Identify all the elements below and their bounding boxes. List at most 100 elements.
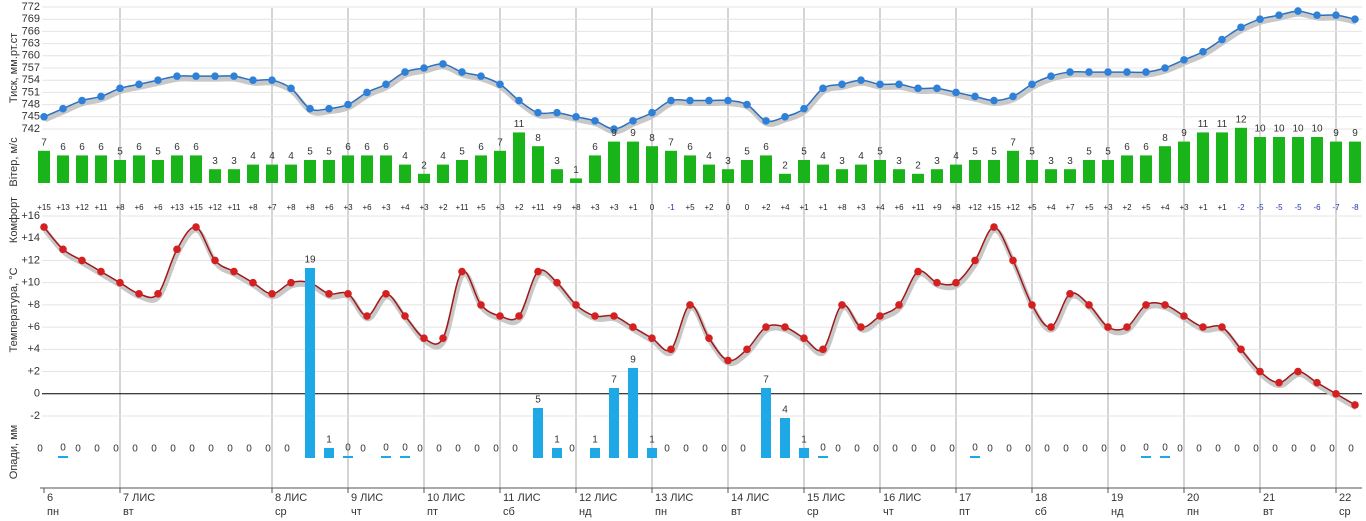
- comfort-value: -7: [1332, 203, 1340, 212]
- comfort-value: +6: [362, 203, 372, 212]
- value-label: 19: [304, 255, 316, 266]
- point: [914, 267, 922, 276]
- point: [686, 96, 694, 105]
- value-label: 0: [1044, 444, 1050, 455]
- value-label: 3: [1067, 156, 1073, 167]
- value-label: 0: [360, 444, 366, 455]
- point: [59, 104, 67, 113]
- value-label: 0: [265, 444, 271, 455]
- value-label: 0: [664, 444, 670, 455]
- comfort-value: +1: [1198, 203, 1208, 212]
- value-label: 0: [702, 444, 708, 455]
- bar: [798, 160, 810, 183]
- value-label: 0: [75, 444, 81, 455]
- bar: [627, 141, 639, 183]
- bar: [970, 456, 980, 458]
- value-label: 9: [1352, 128, 1358, 139]
- point: [306, 104, 314, 113]
- value-label: 0: [227, 444, 233, 455]
- point: [1161, 301, 1169, 309]
- weekday-label: нд: [579, 506, 592, 518]
- weekday-label: ср: [1339, 506, 1351, 518]
- value-label: 8: [649, 133, 655, 144]
- value-label: 0: [402, 443, 408, 454]
- bar: [38, 150, 50, 183]
- point: [819, 345, 827, 354]
- value-label: 0: [417, 444, 423, 455]
- y-tick-label: 769: [22, 13, 40, 25]
- weekday-label: нд: [1111, 506, 1124, 518]
- bar: [418, 173, 430, 183]
- value-label: 8: [535, 133, 541, 144]
- weekday-label: пт: [427, 506, 438, 518]
- point: [97, 267, 105, 276]
- point: [344, 100, 352, 109]
- point: [648, 108, 656, 117]
- point: [895, 80, 903, 89]
- bar: [190, 155, 202, 183]
- bar: [1197, 132, 1209, 183]
- point: [211, 72, 219, 80]
- value-label: 6: [174, 142, 180, 153]
- bar: [343, 456, 353, 458]
- value-label: 0: [1143, 443, 1149, 454]
- bar: [475, 155, 487, 183]
- value-label: 0: [455, 444, 461, 455]
- point: [1237, 23, 1245, 32]
- point: [1066, 289, 1074, 298]
- y-tick-label: 763: [22, 38, 40, 50]
- y-tick-label: 757: [22, 62, 40, 74]
- comfort-value: +4: [1046, 203, 1056, 212]
- comfort-value: 0: [726, 203, 731, 212]
- comfort-value: +2: [514, 203, 524, 212]
- y-tick-label: +4: [27, 343, 40, 355]
- value-label: 6: [478, 142, 484, 153]
- bar: [133, 155, 145, 183]
- point: [534, 267, 542, 276]
- comfort-value: +13: [170, 203, 184, 212]
- value-label: 3: [212, 156, 218, 167]
- point: [895, 301, 903, 309]
- value-label: 0: [1234, 444, 1240, 455]
- point: [1047, 72, 1055, 80]
- comfort-value: +15: [37, 203, 51, 212]
- value-label: 0: [949, 444, 955, 455]
- bar: [969, 160, 981, 183]
- bar: [381, 456, 391, 458]
- point: [724, 356, 732, 365]
- bar: [1216, 132, 1228, 183]
- value-label: 0: [60, 443, 66, 454]
- point: [1180, 56, 1188, 64]
- weekday-label: сб: [503, 506, 515, 518]
- point: [230, 72, 238, 80]
- point: [1294, 7, 1302, 15]
- comfort-value: -8: [1351, 203, 1359, 212]
- value-label: 4: [402, 151, 408, 162]
- value-label: 4: [820, 151, 826, 162]
- point: [1237, 345, 1245, 354]
- point: [116, 84, 124, 93]
- point: [1199, 323, 1207, 331]
- comfort-value: +5: [685, 203, 695, 212]
- value-label: 0: [383, 443, 389, 454]
- value-label: 5: [459, 147, 465, 158]
- value-label: 0: [1101, 444, 1107, 455]
- value-label: 0: [1215, 444, 1221, 455]
- y-tick-label: 742: [22, 123, 40, 135]
- value-label: 0: [345, 443, 351, 454]
- value-label: 7: [41, 137, 47, 148]
- point: [249, 278, 257, 287]
- comfort-value: +12: [75, 203, 89, 212]
- value-label: 5: [307, 147, 313, 158]
- comfort-value: +8: [837, 203, 847, 212]
- weekday-label: пт: [959, 506, 970, 518]
- point: [971, 256, 979, 265]
- comfort-value: +2: [761, 203, 771, 212]
- point: [1047, 323, 1055, 331]
- bar: [1026, 160, 1038, 183]
- value-label: 0: [493, 444, 499, 455]
- point: [420, 334, 428, 343]
- bar: [1311, 137, 1323, 183]
- bar: [400, 456, 410, 458]
- point: [496, 80, 504, 89]
